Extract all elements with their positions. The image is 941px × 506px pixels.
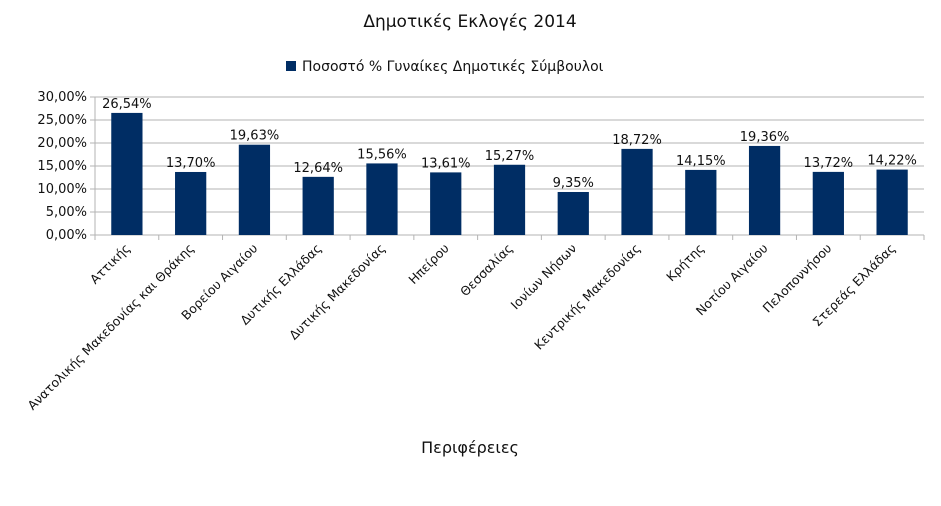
category-label: Κρήτης (663, 241, 707, 285)
y-tick-label: 10,00% (37, 182, 87, 197)
bar (238, 144, 271, 235)
bar (366, 163, 398, 235)
y-tick-label: 20,00% (37, 136, 87, 151)
y-tick-label: 30,00% (37, 90, 87, 105)
data-label: 14,15% (676, 154, 726, 169)
data-label: 19,63% (230, 129, 280, 144)
bar (621, 148, 653, 235)
y-tick-label: 15,00% (37, 159, 87, 174)
bar (876, 169, 908, 235)
y-tick-label: 0,00% (46, 228, 87, 243)
axes (94, 97, 925, 240)
legend-swatch (286, 61, 296, 71)
category-label: Αττικής (87, 241, 133, 287)
bar (175, 171, 207, 235)
legend: Ποσοστό % Γυναίκες Δημοτικές Σύμβουλοι (286, 59, 604, 75)
data-label: 13,61% (421, 156, 471, 171)
bar (111, 112, 143, 235)
y-tick-label: 5,00% (46, 205, 87, 220)
y-tick-label: 25,00% (37, 113, 87, 128)
bar (748, 145, 781, 235)
chart-title: Δημοτικές Εκλογές 2014 (363, 12, 576, 32)
bar (302, 176, 334, 235)
bar (493, 164, 526, 235)
data-label: 19,36% (740, 130, 790, 145)
data-label: 13,70% (166, 156, 216, 171)
data-label: 12,64% (293, 161, 343, 176)
data-label: 9,35% (553, 176, 594, 191)
bar (685, 169, 717, 235)
data-label: 13,72% (804, 156, 854, 171)
category-label: Ηπείρου (405, 241, 451, 287)
bar (557, 191, 589, 235)
y-axis-ticks: 0,00% 5,00% 10,00% 15,00% 20,00% 25,00% 30,00% (37, 90, 87, 243)
bar (430, 172, 462, 235)
data-label: 18,72% (612, 133, 662, 148)
legend-label: Ποσοστό % Γυναίκες Δημοτικές Σύμβουλοι (302, 59, 604, 75)
category-label: Θεσσαλίας (457, 241, 516, 300)
x-axis-title: Περιφέρειες (421, 438, 519, 457)
data-labels: 26,54% 13,70% 19,63% 12,64% 15,56% 13,61% 15,2… (102, 97, 917, 191)
category-label: Ιονίων Νήσων (508, 241, 580, 313)
bars (111, 112, 908, 235)
bar (812, 171, 844, 235)
data-label: 15,56% (357, 147, 407, 162)
data-label: 14,22% (867, 154, 917, 169)
data-label: 15,27% (485, 149, 535, 164)
category-label: Κεντρικής Μακεδονίας (531, 241, 643, 353)
data-label: 26,54% (102, 97, 152, 112)
